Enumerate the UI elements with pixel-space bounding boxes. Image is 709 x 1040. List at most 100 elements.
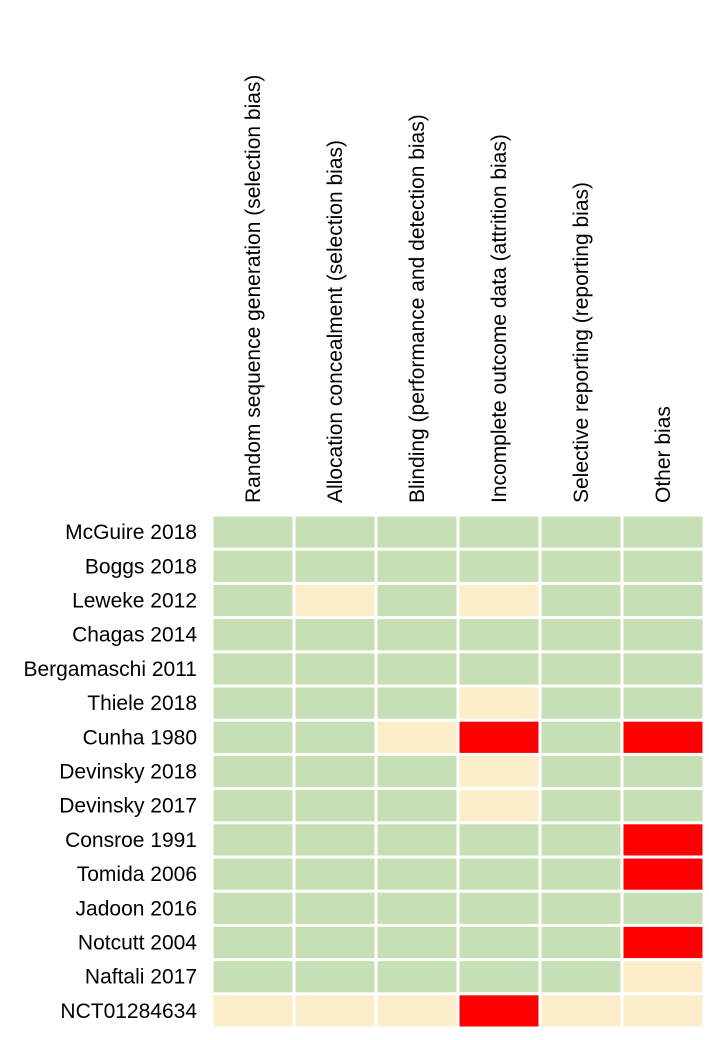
column-label: Blinding (performance and detection bias… [406, 114, 429, 503]
heatmap-cell-unclear [377, 721, 457, 753]
heatmap-cell-low [459, 926, 539, 959]
heatmap-cell-unclear [459, 584, 539, 617]
heatmap-cell-low [377, 619, 457, 651]
heatmap-cell-low [541, 824, 621, 856]
heatmap-cell-low [295, 790, 375, 822]
heatmap-cell-low [377, 824, 457, 856]
study-label: McGuire 2018 [65, 521, 197, 544]
heatmap-cell-low [377, 755, 457, 788]
column-label: Other bias [652, 406, 675, 503]
heatmap-cell-low [213, 892, 293, 924]
heatmap-cell-unclear [295, 584, 375, 617]
heatmap-cell-low [623, 516, 703, 548]
heatmap-cell-unclear [377, 995, 457, 1027]
heatmap-cell-low [295, 653, 375, 685]
heatmap-cell-unclear [459, 687, 539, 719]
heatmap-cell-low [213, 516, 293, 548]
study-label: Bergamaschi 2011 [23, 658, 197, 681]
heatmap-cell-low [295, 516, 375, 548]
heatmap-cell-low [459, 619, 539, 651]
heatmap-cell-unclear [623, 995, 703, 1027]
heatmap-cell-low [213, 961, 293, 993]
heatmap-cell-low [377, 687, 457, 719]
heatmap-cell-unclear [213, 995, 293, 1027]
study-label: Consroe 1991 [65, 829, 197, 852]
heatmap-cell-low [623, 584, 703, 617]
column-label: Incomplete outcome data (attrition bias) [488, 134, 511, 503]
heatmap-cell-high [623, 721, 703, 753]
study-label: NCT01284634 [60, 1000, 197, 1023]
heatmap-cell-low [541, 892, 621, 924]
heatmap-cell-low [541, 550, 621, 582]
heatmap-cell-low [295, 926, 375, 959]
heatmap-cell-low [623, 653, 703, 685]
heatmap-cell-low [541, 687, 621, 719]
heatmap-cell-high [459, 995, 539, 1027]
heatmap-cell-low [377, 926, 457, 959]
heatmap-cell-low [213, 687, 293, 719]
column-label: Random sequence generation (selection bi… [242, 75, 265, 503]
heatmap-cell-low [623, 790, 703, 822]
heatmap-cell-low [377, 584, 457, 617]
heatmap-cell-low [295, 687, 375, 719]
heatmap-cell-low [213, 858, 293, 890]
heatmap-cell-low [541, 858, 621, 890]
heatmap-cell-low [213, 755, 293, 788]
heatmap-cell-low [623, 550, 703, 582]
heatmap-cell-low [213, 721, 293, 753]
heatmap-cell-high [459, 721, 539, 753]
study-label: Thiele 2018 [87, 692, 197, 715]
heatmap-cell-unclear [459, 790, 539, 822]
heatmap-cell-low [623, 892, 703, 924]
study-label: Leweke 2012 [72, 590, 197, 613]
heatmap-cell-low [459, 516, 539, 548]
heatmap-cell-low [541, 516, 621, 548]
heatmap-cell-low [541, 961, 621, 993]
heatmap-cell-unclear [623, 961, 703, 993]
heatmap-cell-low [213, 584, 293, 617]
heatmap-cell-low [295, 619, 375, 651]
study-label: Cunha 1980 [83, 726, 197, 749]
heatmap-cell-unclear [295, 995, 375, 1027]
heatmap-cell-low [377, 653, 457, 685]
heatmap-cell-low [541, 790, 621, 822]
heatmap-cell-low [377, 550, 457, 582]
heatmap-cell-low [541, 721, 621, 753]
heatmap-cell-low [459, 653, 539, 685]
heatmap-cell-low [623, 619, 703, 651]
heatmap-cell-low [213, 824, 293, 856]
heatmap-cell-low [459, 550, 539, 582]
study-label: Devinsky 2017 [59, 795, 197, 818]
heatmap-cell-low [295, 961, 375, 993]
heatmap-cell-low [213, 790, 293, 822]
heatmap-cell-low [459, 961, 539, 993]
heatmap-cell-low [295, 721, 375, 753]
heatmap-cell-low [623, 755, 703, 788]
heatmap-cell-high [623, 926, 703, 959]
heatmap-cell-low [295, 892, 375, 924]
heatmap-cell-low [377, 790, 457, 822]
heatmap-cell-low [377, 892, 457, 924]
heatmap-cell-low [459, 892, 539, 924]
heatmap-cell-low [213, 926, 293, 959]
heatmap-cell-low [541, 755, 621, 788]
heatmap-cell-low [213, 653, 293, 685]
column-label: Allocation concealment (selection bias) [324, 140, 347, 503]
heatmap-cell-high [623, 858, 703, 890]
heatmap-cell-low [295, 858, 375, 890]
heatmap-cell-low [541, 926, 621, 959]
heatmap-cell-low [213, 619, 293, 651]
heatmap-cell-high [623, 824, 703, 856]
heatmap-cell-low [295, 824, 375, 856]
heatmap-cell-low [459, 824, 539, 856]
study-label: Tomida 2006 [77, 863, 197, 886]
heatmap-cell-low [295, 550, 375, 582]
study-label: Notcutt 2004 [78, 932, 197, 955]
heatmap-cell-low [295, 755, 375, 788]
heatmap-cell-low [213, 550, 293, 582]
heatmap-cell-low [377, 516, 457, 548]
study-label: Chagas 2014 [72, 624, 197, 647]
study-label: Naftali 2017 [85, 966, 197, 989]
heatmap-cell-unclear [541, 995, 621, 1027]
heatmap-cell-low [541, 653, 621, 685]
